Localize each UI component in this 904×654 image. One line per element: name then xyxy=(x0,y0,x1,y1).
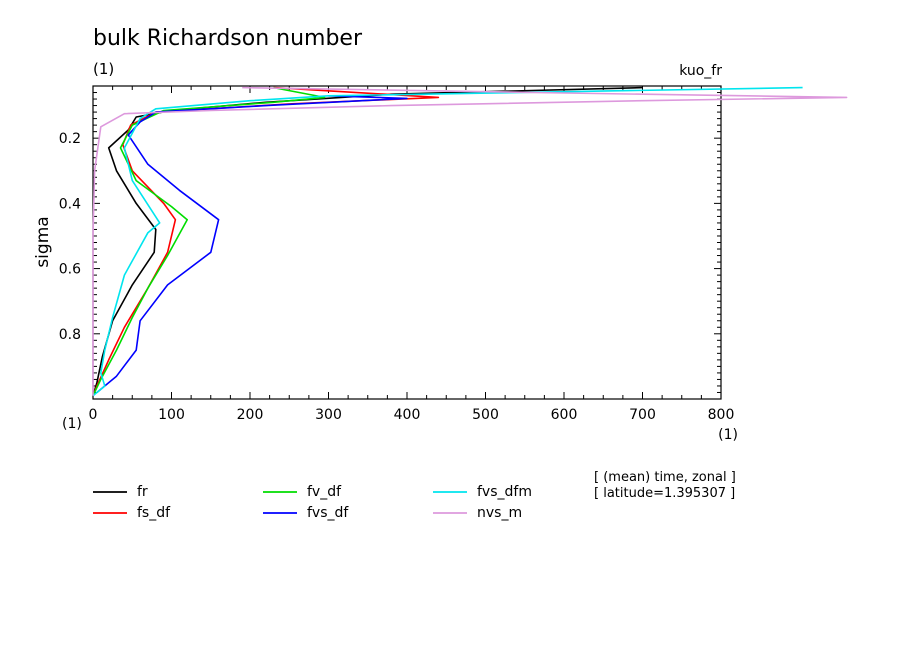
series-line-nvs-m xyxy=(92,86,848,396)
y-axis-label: sigma xyxy=(33,216,53,267)
annotation-line-1: [ (mean) time, zonal ] xyxy=(594,470,736,485)
x-tick-label: 600 xyxy=(551,407,578,423)
chart-title: bulk Richardson number xyxy=(93,26,363,51)
y-tick-label: 0.8 xyxy=(59,327,81,343)
bottom-left-unit: (1) xyxy=(62,416,82,432)
x-tick-label: 100 xyxy=(158,407,185,423)
series-line-fv-df xyxy=(92,86,326,397)
x-axis-unit: (1) xyxy=(718,427,738,443)
y-tick-label: 0.2 xyxy=(59,131,81,147)
y-tick-label: 0.6 xyxy=(59,262,81,278)
y-tick-label: 0.4 xyxy=(59,196,81,212)
x-tick-label: 300 xyxy=(315,407,342,423)
legend-label-fvs-df: fvs_df xyxy=(307,505,349,521)
series-line-fvs-dfm xyxy=(92,86,803,397)
legend: fr fv_df fvs_dfm fs_df fvs_df nvs_m xyxy=(93,484,532,521)
plot-area xyxy=(92,86,848,397)
x-tick-label: 200 xyxy=(237,407,264,423)
top-left-unit: (1) xyxy=(93,60,114,78)
legend-label-fvs-dfm: fvs_dfm xyxy=(477,484,532,500)
axes: 0 100 200 300 400 500 600 700 800 0.2 0.4 0.6 0.8 xyxy=(59,85,735,423)
legend-label-nvs-m: nvs_m xyxy=(477,505,522,521)
x-tick-label: 700 xyxy=(629,407,656,423)
x-tick-label: 0 xyxy=(89,407,98,423)
legend-label-fv-df: fv_df xyxy=(307,484,342,500)
series-line-fs-df xyxy=(92,86,440,396)
x-tick-label: 400 xyxy=(394,407,421,423)
experiment-label: kuo_fr xyxy=(679,63,722,79)
series-line-fvs-df xyxy=(96,95,408,394)
annotation-line-2: [ latitude=1.395307 ] xyxy=(594,486,735,501)
plot-frame xyxy=(92,85,722,400)
x-tick-label: 500 xyxy=(472,407,499,423)
x-tick-label: 800 xyxy=(708,407,735,423)
legend-label-fs-df: fs_df xyxy=(137,505,171,521)
legend-label-fr: fr xyxy=(137,484,148,500)
